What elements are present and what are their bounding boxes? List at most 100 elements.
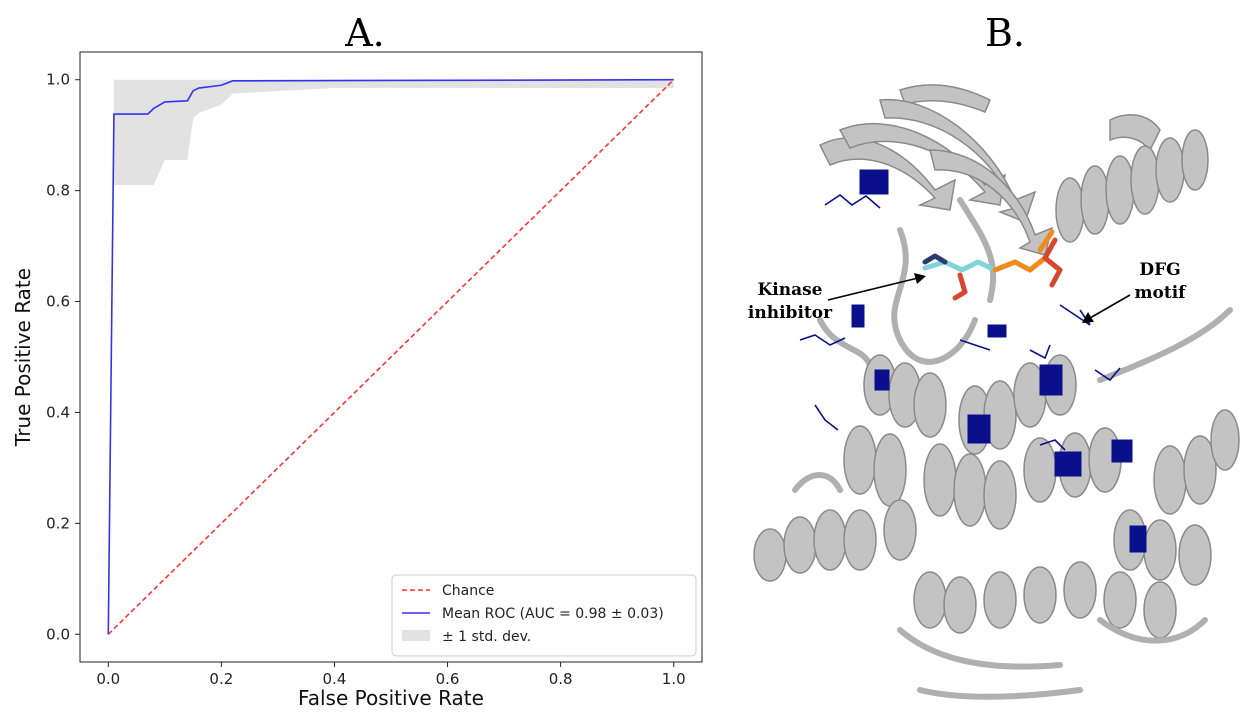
- residue-patch: [874, 369, 890, 391]
- helix-turn: [1023, 566, 1057, 624]
- helix-turn: [843, 509, 877, 571]
- series-layer: [107, 78, 675, 635]
- ligand-ring: [922, 259, 998, 273]
- loop: [1097, 307, 1233, 383]
- helix-turn: [1181, 129, 1209, 191]
- y-tick-label: 0.4: [46, 403, 70, 421]
- side-chain: [814, 404, 839, 431]
- legend-box: [391, 574, 697, 657]
- y-ticks: 0.0 0.2 0.4 0.6 0.8 1.0: [46, 71, 80, 643]
- legend-band-swatch: [402, 630, 430, 641]
- beta-strand: [838, 122, 1006, 206]
- helix-turn: [923, 443, 957, 517]
- helix-turn: [813, 509, 847, 571]
- loop: [891, 227, 978, 365]
- loop-ribbon: [1109, 114, 1161, 152]
- helix-turn: [873, 433, 907, 507]
- helix-turn: [783, 516, 817, 574]
- residue-patch: [987, 324, 1007, 338]
- alpha-c-helix: [1055, 129, 1209, 243]
- residue-patch: [1129, 525, 1147, 553]
- chance-line: [107, 79, 675, 635]
- residue-patch: [851, 304, 865, 328]
- x-tick-label: 0.0: [96, 670, 120, 688]
- ligand-phosphate-o: [1042, 237, 1063, 288]
- helix-turn: [1063, 561, 1097, 619]
- y-tick-label: 0.2: [46, 514, 70, 532]
- side-chain: [1094, 367, 1121, 382]
- panel-a-label: A.: [344, 11, 385, 55]
- annotation-dfg-line2: motif: [1135, 283, 1188, 303]
- loop: [1097, 617, 1208, 644]
- loop: [957, 197, 997, 303]
- c-lobe: [753, 354, 1240, 639]
- helix-turn: [1143, 581, 1177, 639]
- helix-turn: [983, 460, 1017, 530]
- annotation-dfg-line1: DFG: [1139, 260, 1180, 280]
- side-chain: [799, 334, 846, 346]
- helix-turn: [1130, 145, 1160, 215]
- helix-turn: [953, 453, 987, 527]
- residue-patch: [1111, 439, 1133, 463]
- residue-patch: [967, 414, 991, 444]
- lower-loops: [792, 472, 1208, 700]
- loop: [792, 472, 843, 493]
- x-axis-label: False Positive Rate: [298, 686, 484, 710]
- highlighted-residues: [799, 169, 1147, 553]
- ligand-oxygen: [952, 272, 968, 301]
- residue-patch: [1039, 364, 1063, 396]
- hinge-loops: [817, 197, 1233, 393]
- side-chain: [824, 194, 881, 209]
- residue-patch: [1054, 451, 1082, 477]
- ligand-phosphate: [992, 255, 1048, 273]
- annotation-arrowhead: [1082, 312, 1094, 323]
- panel-b-label: B.: [985, 11, 1025, 55]
- kinase-structure-image: Kinase inhibitor DFG motif: [748, 84, 1240, 700]
- loop: [897, 627, 1063, 670]
- annotation-kinase-inhibitor-line2: inhibitor: [748, 303, 833, 323]
- plot-frame: [79, 51, 703, 663]
- loop: [917, 687, 1083, 700]
- legend-band-label: ± 1 std. dev.: [442, 629, 531, 645]
- helix-turn: [883, 499, 917, 561]
- y-tick-label: 1.0: [46, 71, 70, 89]
- helix-turn: [1155, 137, 1185, 203]
- y-tick-label: 0.0: [46, 625, 70, 643]
- legend: Chance Mean ROC (AUC = 0.98 ± 0.03) ± 1 …: [391, 574, 697, 657]
- loop-ribbon: [899, 84, 991, 113]
- annotation-arrowhead: [914, 273, 926, 284]
- annotation-dfg-motif: DFG motif: [1082, 260, 1187, 323]
- helix-turn: [913, 571, 947, 629]
- helix-turn: [943, 576, 977, 634]
- helix-turn: [1183, 435, 1217, 505]
- mean-roc-line: [107, 78, 674, 635]
- helix-turn: [1143, 519, 1177, 581]
- helix-turn: [843, 425, 877, 495]
- helix-turn: [1153, 445, 1187, 515]
- ligand: [922, 229, 1063, 301]
- x-tick-label: 0.2: [209, 670, 233, 688]
- x-tick-label: 0.6: [436, 670, 460, 688]
- helix-turn: [1055, 177, 1085, 243]
- ligand-phosphate: [1037, 229, 1055, 253]
- helix-turn: [1023, 437, 1057, 503]
- helix-turn: [1080, 165, 1110, 235]
- n-lobe: [818, 84, 1161, 256]
- roc-chart: 0.0 0.2 0.4 0.6 0.8 1.0 0.0 0.2 0.4 0.6 0.8 1.0 Fa…: [11, 51, 703, 710]
- helix-turn: [913, 372, 947, 438]
- annotation-arrow-shaft: [827, 277, 919, 301]
- annotation-kinase-inhibitor: Kinase inhibitor: [748, 273, 926, 323]
- helix-turn: [1210, 409, 1240, 471]
- side-chain: [1029, 344, 1051, 360]
- std-dev-band: [113, 79, 674, 186]
- ligand-ring-n: [922, 253, 948, 265]
- x-tick-label: 0.8: [549, 670, 573, 688]
- side-chain: [1039, 439, 1066, 451]
- legend-roc-label: Mean ROC (AUC = 0.98 ± 0.03): [442, 606, 664, 622]
- side-chain: [959, 339, 991, 351]
- helix-turn: [753, 528, 787, 582]
- x-ticks: 0.0 0.2 0.4 0.6 0.8 1.0: [96, 662, 686, 688]
- x-tick-label: 0.4: [323, 670, 347, 688]
- helix-turn: [1178, 524, 1212, 586]
